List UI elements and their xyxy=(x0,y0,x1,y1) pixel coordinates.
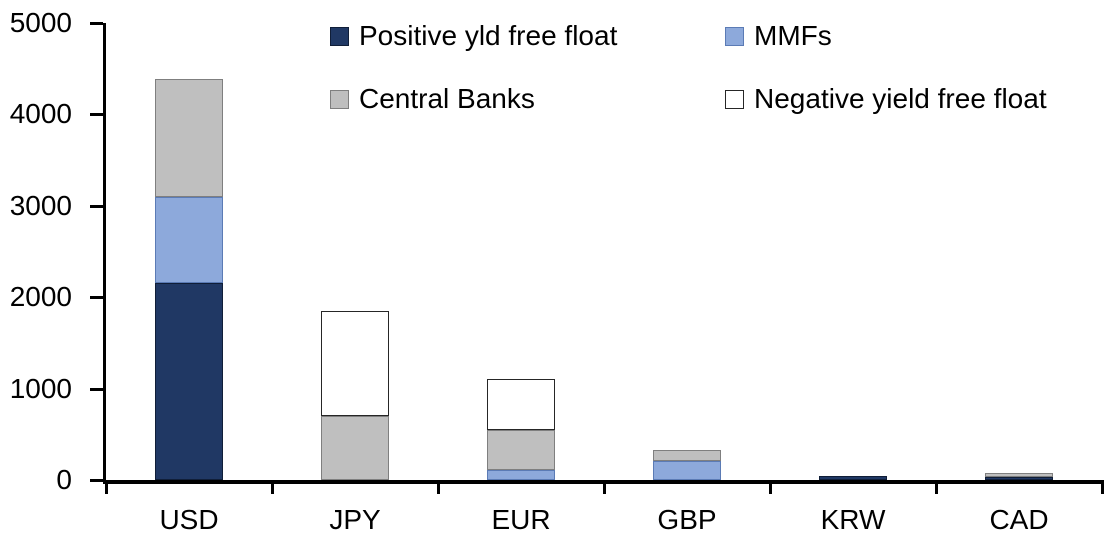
bar-segment-KRW-s0 xyxy=(819,475,887,480)
legend-label: Positive yld free float xyxy=(359,20,618,51)
x-tick xyxy=(270,484,274,494)
bar-segment-CAD-s0 xyxy=(985,477,1053,480)
legend-label: MMFs xyxy=(754,20,832,51)
bar-segment-GBP-s1 xyxy=(653,460,721,480)
x-tick xyxy=(768,484,772,494)
x-tick xyxy=(602,484,606,494)
x-axis-label: EUR xyxy=(491,504,551,535)
legend-item: MMFs xyxy=(725,18,832,54)
y-tick xyxy=(90,296,103,300)
legend-swatch-icon xyxy=(725,26,744,46)
bar-segment-USD-s0 xyxy=(155,282,223,480)
bar-segment-CAD-s2 xyxy=(985,473,1053,478)
legend-label: Negative yield free float xyxy=(754,83,1047,114)
legend-item: Central Banks xyxy=(330,81,535,117)
y-axis-label: 3000 xyxy=(9,189,72,221)
x-axis-line xyxy=(103,480,1104,484)
y-tick xyxy=(90,22,103,25)
x-axis-label: USD xyxy=(159,504,219,535)
bar-segment-JPY-s3 xyxy=(321,310,389,417)
y-axis-label: 1000 xyxy=(9,372,72,404)
x-axis-label: KRW xyxy=(820,504,886,535)
x-tick xyxy=(104,484,108,494)
x-axis-label: CAD xyxy=(989,504,1049,535)
x-tick xyxy=(1100,484,1104,494)
y-axis-label: 0 xyxy=(56,464,72,495)
y-tick xyxy=(90,113,103,117)
x-axis-label: JPY xyxy=(329,504,381,535)
x-axis-label: GBP xyxy=(657,504,717,535)
legend-swatch-icon xyxy=(725,89,744,109)
y-axis-label: 5000 xyxy=(9,7,72,38)
x-tick xyxy=(436,484,440,494)
legend-item: Negative yield free float xyxy=(725,81,1047,117)
y-tick xyxy=(90,387,103,391)
bar-segment-GBP-s2 xyxy=(653,449,721,461)
y-axis-label: 2000 xyxy=(9,281,72,313)
y-tick xyxy=(90,204,103,208)
y-axis-line xyxy=(103,23,106,484)
legend-swatch-icon xyxy=(330,26,349,46)
bar-segment-USD-s1 xyxy=(155,196,223,283)
bar-segment-EUR-s1 xyxy=(487,469,555,480)
x-tick xyxy=(934,484,938,494)
legend-label: Central Banks xyxy=(359,83,535,114)
bar-segment-EUR-s3 xyxy=(487,378,555,430)
bar-segment-EUR-s2 xyxy=(487,429,555,470)
bar-segment-USD-s2 xyxy=(155,78,223,197)
legend-swatch-icon xyxy=(330,89,349,109)
legend-item: Positive yld free float xyxy=(330,18,617,54)
bar-segment-JPY-s2 xyxy=(321,416,389,480)
y-tick xyxy=(90,479,103,482)
y-axis-label: 4000 xyxy=(9,98,72,130)
